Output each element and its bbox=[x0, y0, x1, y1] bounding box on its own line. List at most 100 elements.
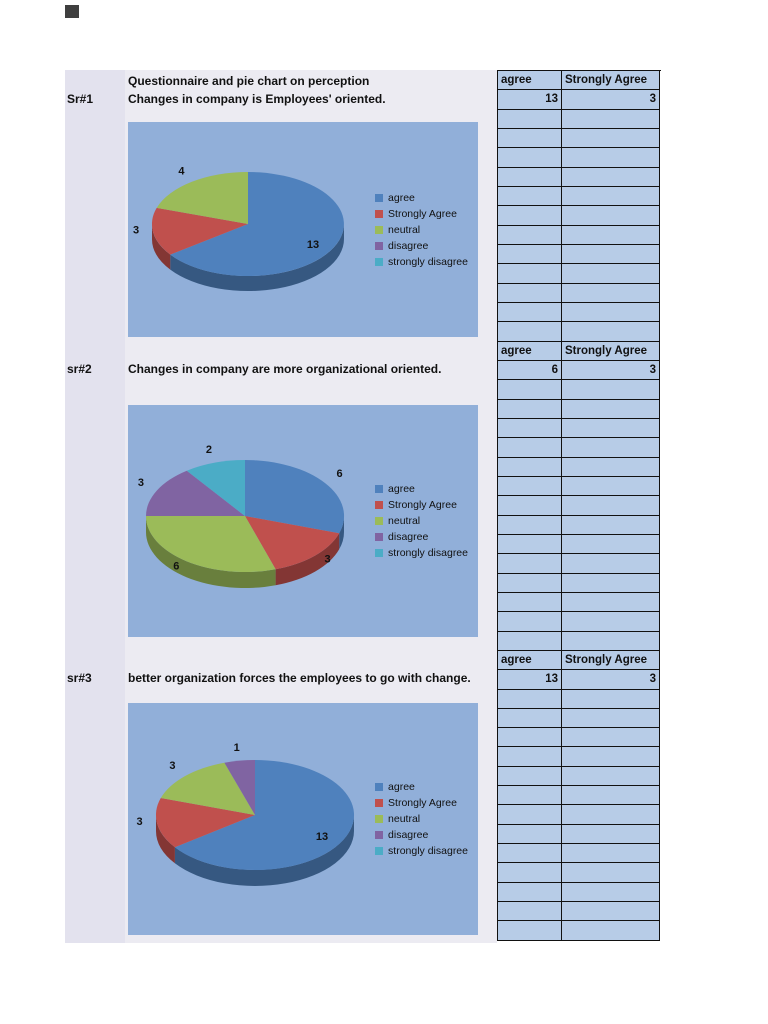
table-cell bbox=[562, 766, 660, 787]
table-cell bbox=[498, 186, 562, 207]
table-cell bbox=[498, 534, 562, 555]
table-empty-row bbox=[498, 438, 661, 458]
table-cell bbox=[498, 805, 562, 825]
table-cell bbox=[562, 186, 660, 207]
pie-data-label: 3 bbox=[133, 225, 139, 237]
table-cell bbox=[562, 264, 660, 284]
table-empty-row bbox=[498, 728, 661, 748]
table-empty-row bbox=[498, 554, 661, 574]
table-cell bbox=[498, 592, 562, 613]
legend-swatch-icon bbox=[375, 241, 384, 250]
legend-item: Strongly Agree bbox=[375, 797, 468, 809]
table-empty-row bbox=[498, 244, 661, 265]
legend-label: Strongly Agree bbox=[388, 499, 457, 511]
pie-slice bbox=[156, 172, 248, 224]
table-cell bbox=[498, 418, 562, 439]
table-cell bbox=[498, 148, 562, 168]
table-cell bbox=[498, 438, 562, 458]
legend-item: strongly disagree bbox=[375, 845, 468, 857]
legend-swatch-icon bbox=[375, 485, 384, 493]
table-cell bbox=[498, 167, 562, 187]
table-cell bbox=[498, 882, 562, 903]
legend-label: agree bbox=[388, 781, 415, 793]
table-cell: agree bbox=[498, 71, 562, 91]
table-empty-row bbox=[498, 631, 661, 651]
legend-label: strongly disagree bbox=[388, 845, 468, 857]
table-empty-row bbox=[498, 418, 661, 439]
table-cell bbox=[562, 438, 660, 458]
pie-slice-side bbox=[145, 516, 276, 589]
pie-data-label: 2 bbox=[206, 444, 212, 456]
legend-item: Strongly Agree bbox=[375, 499, 468, 511]
legend-label: disagree bbox=[388, 829, 429, 841]
table-cell bbox=[498, 747, 562, 767]
legend-item: disagree bbox=[375, 829, 468, 841]
table-cell bbox=[562, 128, 660, 149]
table-empty-row bbox=[498, 186, 661, 207]
row-label-sr2: sr#2 bbox=[67, 362, 92, 376]
legend-item: neutral bbox=[375, 224, 468, 236]
table-cell bbox=[562, 573, 660, 593]
table-cell bbox=[562, 148, 660, 168]
pie-slice bbox=[224, 760, 255, 815]
table-empty-row bbox=[498, 612, 661, 632]
pie-slice bbox=[151, 207, 248, 255]
table-cell bbox=[562, 554, 660, 574]
table-cell bbox=[498, 496, 562, 516]
legend-swatch-icon bbox=[375, 533, 384, 541]
table-empty-row bbox=[498, 747, 661, 767]
table-cell bbox=[562, 805, 660, 825]
legend-swatch-icon bbox=[375, 831, 384, 839]
table-cell: 3 bbox=[562, 90, 660, 110]
legend-item: strongly disagree bbox=[375, 547, 468, 559]
table-cell bbox=[562, 302, 660, 323]
chart-legend: agree Strongly Agree neutral disagree strong… bbox=[375, 483, 468, 559]
table-header-row: agree Strongly Agree bbox=[498, 341, 661, 361]
table-cell bbox=[498, 399, 562, 419]
table-cell bbox=[498, 302, 562, 323]
table-cell bbox=[498, 631, 562, 651]
table-cell bbox=[562, 283, 660, 303]
table-empty-row bbox=[498, 457, 661, 477]
table-empty-row bbox=[498, 573, 661, 593]
legend-label: neutral bbox=[388, 223, 421, 236]
table-empty-row bbox=[498, 302, 661, 323]
legend-item: agree bbox=[375, 483, 468, 495]
table-cell bbox=[498, 109, 562, 129]
table-cell: 3 bbox=[562, 670, 660, 690]
table-cell bbox=[498, 708, 562, 729]
legend-swatch-icon bbox=[375, 501, 384, 509]
pie-slice bbox=[245, 460, 345, 534]
chart-legend: agree Strongly Agree neutral disagree strong… bbox=[375, 781, 468, 857]
table-cell bbox=[562, 496, 660, 516]
legend-swatch-icon bbox=[375, 193, 384, 202]
table-cell bbox=[562, 824, 660, 845]
corner-mark bbox=[65, 5, 79, 18]
legend-label: disagree bbox=[388, 239, 429, 252]
table-cell bbox=[562, 902, 660, 922]
table-cell bbox=[562, 728, 660, 748]
table-empty-row bbox=[498, 128, 661, 149]
pie-data-label: 4 bbox=[178, 165, 185, 177]
table-cell bbox=[498, 921, 562, 941]
legend-item: disagree bbox=[375, 240, 468, 252]
table-empty-row bbox=[498, 496, 661, 516]
table-empty-row bbox=[498, 264, 661, 284]
legend-item: strongly disagree bbox=[375, 256, 468, 268]
table-cell bbox=[562, 689, 660, 709]
pie-slice-side bbox=[151, 224, 171, 270]
table-cell bbox=[562, 206, 660, 226]
table-cell bbox=[498, 457, 562, 477]
table-cell: agree bbox=[498, 650, 562, 671]
table-cell: 13 bbox=[498, 670, 562, 690]
table-cell bbox=[498, 283, 562, 303]
legend-item: agree bbox=[375, 781, 468, 793]
legend-swatch-icon bbox=[375, 517, 384, 525]
table-cell bbox=[562, 708, 660, 729]
table-cell bbox=[498, 612, 562, 632]
pie-3d-svg: 6 3 6 3 2 bbox=[138, 444, 345, 589]
sheet-title: Questionnaire and pie chart on perceptio… bbox=[128, 74, 370, 88]
pie-slice bbox=[186, 460, 245, 516]
table-cell bbox=[498, 244, 562, 265]
